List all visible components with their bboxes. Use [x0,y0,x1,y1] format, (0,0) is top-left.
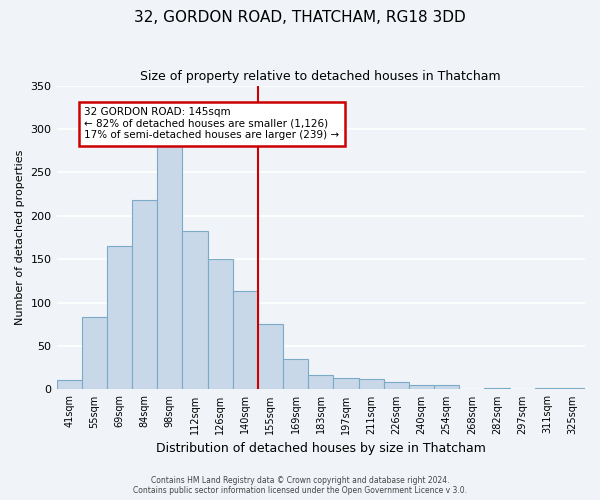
Bar [208,259,233,390]
Bar [56,380,82,390]
Bar [535,388,560,390]
Text: Contains HM Land Registry data © Crown copyright and database right 2024.
Contai: Contains HM Land Registry data © Crown c… [133,476,467,495]
Bar [334,378,359,390]
Bar [157,141,182,390]
Bar [560,388,585,390]
Bar [383,382,409,390]
Title: Size of property relative to detached houses in Thatcham: Size of property relative to detached ho… [140,70,501,83]
Bar [233,292,258,390]
X-axis label: Distribution of detached houses by size in Thatcham: Distribution of detached houses by size … [156,442,486,455]
Bar [434,385,459,390]
Bar [107,246,132,390]
Bar [359,379,383,390]
Bar [258,324,283,390]
Text: 32, GORDON ROAD, THATCHAM, RG18 3DD: 32, GORDON ROAD, THATCHAM, RG18 3DD [134,10,466,25]
Bar [409,385,434,390]
Bar [82,316,107,390]
Bar [308,374,334,390]
Bar [484,388,509,390]
Bar [182,230,208,390]
Y-axis label: Number of detached properties: Number of detached properties [15,150,25,325]
Bar [132,200,157,390]
Text: 32 GORDON ROAD: 145sqm
← 82% of detached houses are smaller (1,126)
17% of semi-: 32 GORDON ROAD: 145sqm ← 82% of detached… [84,108,340,140]
Bar [283,359,308,390]
